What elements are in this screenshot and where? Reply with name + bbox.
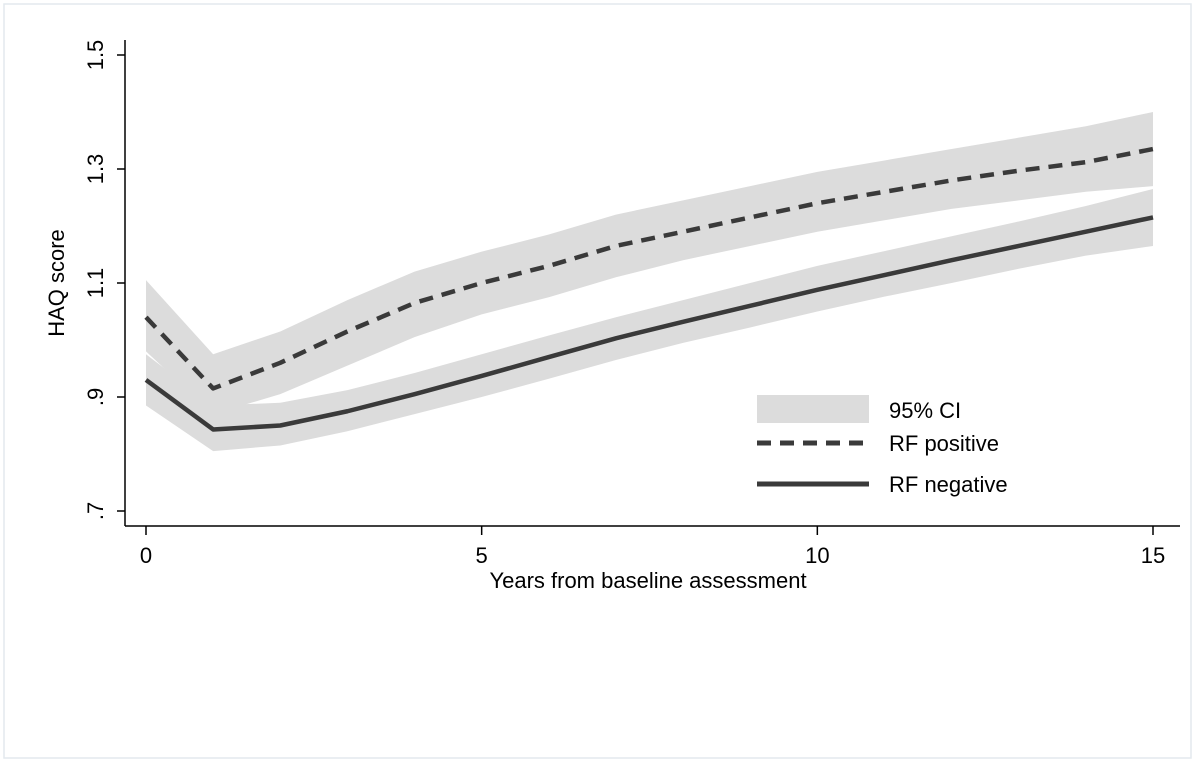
y-tick-label: 1.1 xyxy=(83,268,108,299)
x-tick-label: 5 xyxy=(476,543,488,568)
y-tick-label: 1.5 xyxy=(83,40,108,71)
series-line-rf-negative xyxy=(144,215,1154,432)
x-tick-label: 0 xyxy=(140,543,152,568)
y-axis-label: HAQ score xyxy=(44,229,69,337)
x-tick-label: 15 xyxy=(1141,543,1165,568)
x-tick-label: 10 xyxy=(805,543,829,568)
y-tick-label: 1.3 xyxy=(83,154,108,185)
x-axis: 0 5 10 15 xyxy=(125,525,1180,568)
legend: 95% CI RF positive RF negative xyxy=(757,395,1008,497)
series-lines xyxy=(144,146,1154,432)
x-axis-label: Years from baseline assessment xyxy=(489,568,806,593)
legend-ci-swatch xyxy=(757,395,869,423)
y-tick-label: .7 xyxy=(83,502,108,520)
legend-rf-negative-label: RF negative xyxy=(889,472,1008,497)
series-line-rf-positive xyxy=(144,146,1154,391)
ci-band-rf-negative xyxy=(146,188,1153,452)
y-axis: .7 .9 1.1 1.3 1.5 xyxy=(83,40,126,526)
legend-ci-label: 95% CI xyxy=(889,398,961,423)
y-tick-label: .9 xyxy=(83,388,108,406)
legend-rf-positive-label: RF positive xyxy=(889,431,999,456)
